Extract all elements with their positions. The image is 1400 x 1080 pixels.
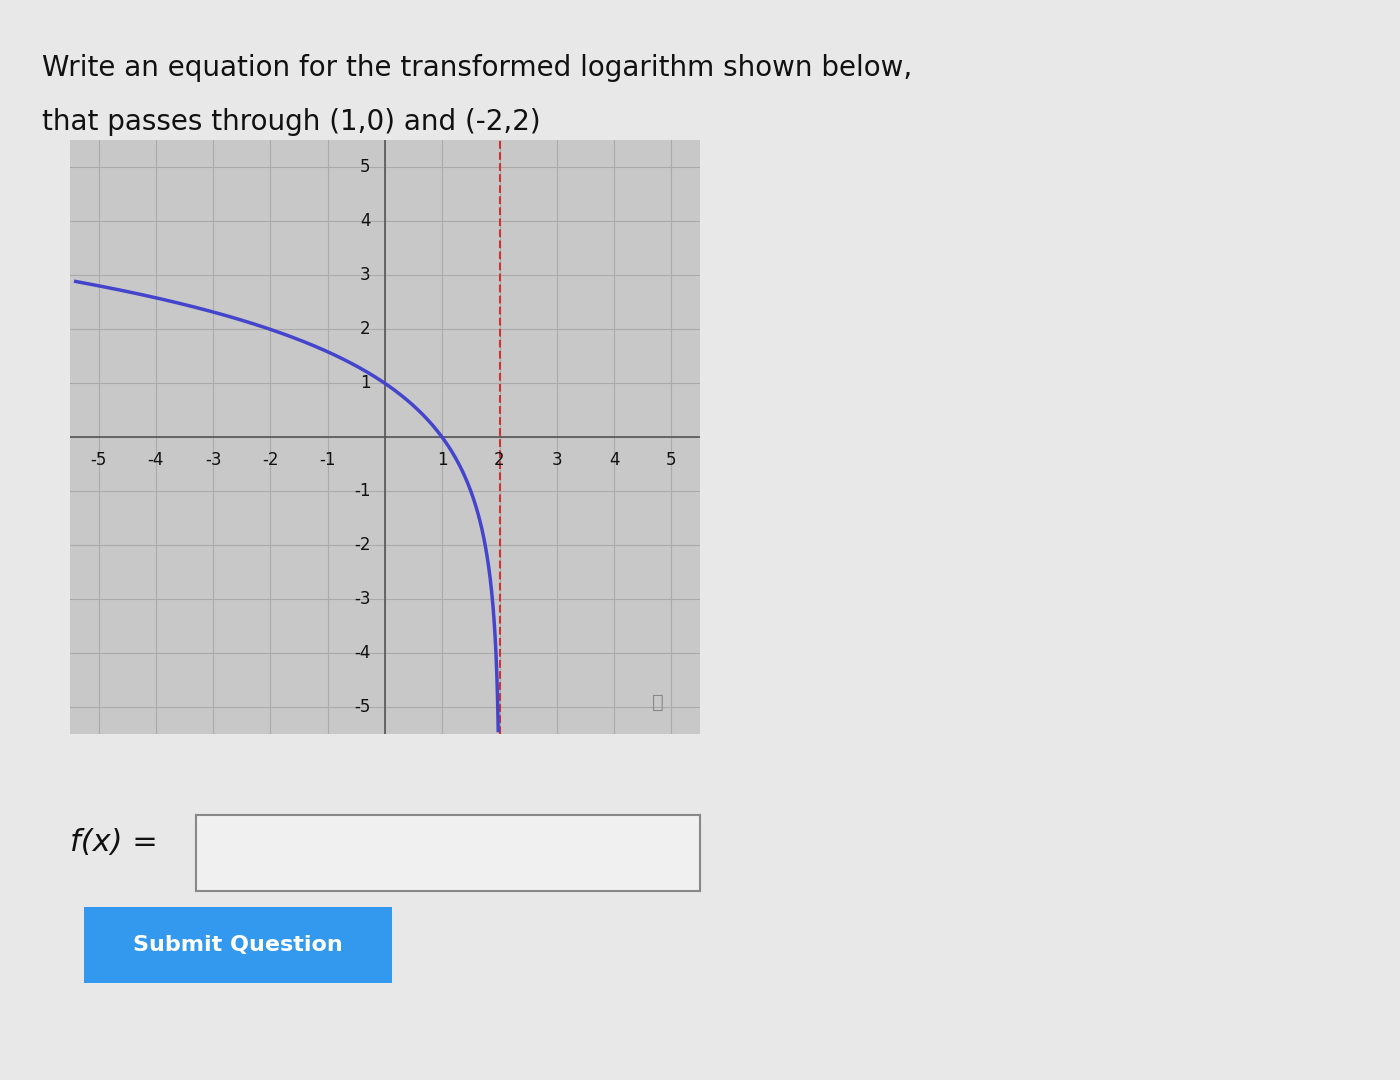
Text: 5: 5 (360, 159, 371, 176)
Text: -4: -4 (354, 645, 371, 662)
Text: -4: -4 (148, 450, 164, 469)
Text: -2: -2 (262, 450, 279, 469)
Text: -1: -1 (319, 450, 336, 469)
Text: 3: 3 (360, 267, 371, 284)
Text: 2: 2 (494, 450, 505, 469)
Text: 4: 4 (360, 213, 371, 230)
Text: -3: -3 (204, 450, 221, 469)
Text: f(x) =: f(x) = (70, 828, 158, 856)
Text: -5: -5 (91, 450, 106, 469)
Text: 2: 2 (360, 321, 371, 338)
Text: 1: 1 (437, 450, 448, 469)
Text: that passes through (1,0) and (-2,2): that passes through (1,0) and (-2,2) (42, 108, 540, 136)
Text: -2: -2 (354, 537, 371, 554)
Text: 4: 4 (609, 450, 619, 469)
Text: 3: 3 (552, 450, 563, 469)
Text: -1: -1 (354, 483, 371, 500)
Text: -3: -3 (354, 591, 371, 608)
Text: Write an equation for the transformed logarithm shown below,: Write an equation for the transformed lo… (42, 54, 913, 82)
Text: Submit Question: Submit Question (133, 935, 343, 955)
Text: 🔍: 🔍 (652, 692, 664, 712)
Text: 5: 5 (666, 450, 676, 469)
Text: 1: 1 (360, 375, 371, 392)
Text: -5: -5 (354, 699, 371, 716)
